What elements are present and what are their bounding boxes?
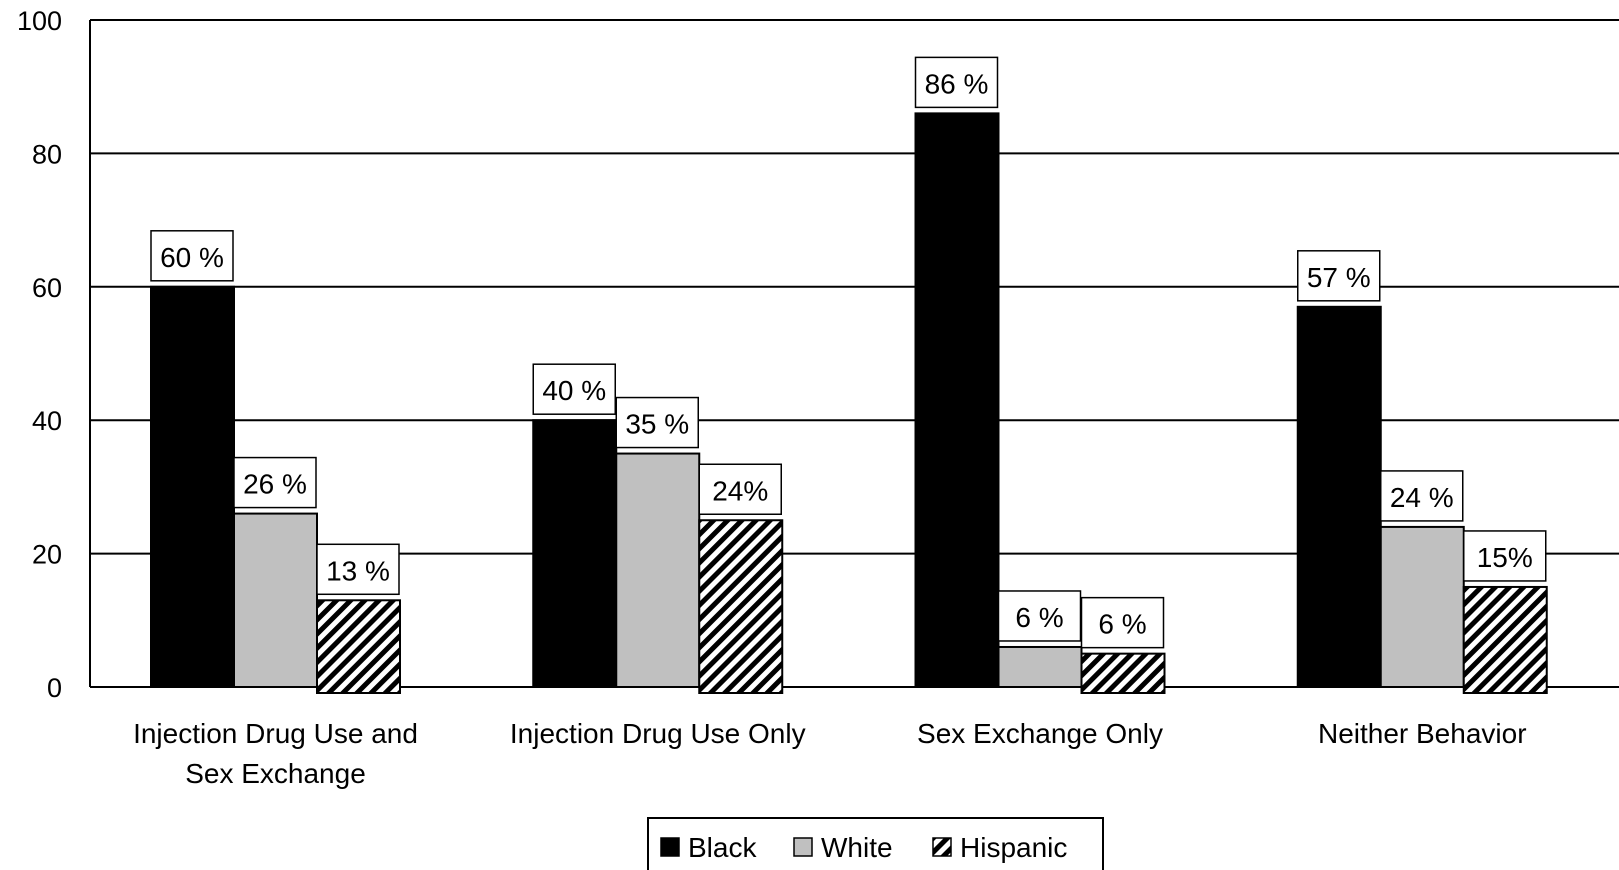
data-label: 35 % bbox=[615, 396, 699, 449]
bar-white bbox=[997, 645, 1083, 688]
data-label-text: 35 % bbox=[625, 409, 689, 440]
data-label-text: 24 % bbox=[1390, 482, 1454, 513]
data-label-box bbox=[997, 590, 1082, 642]
legend-swatch-hispanic bbox=[932, 837, 952, 857]
y-tick-label: 60 bbox=[32, 273, 62, 303]
y-tick-label: 80 bbox=[32, 139, 62, 169]
data-label: 24 % bbox=[1380, 470, 1464, 522]
data-label-box bbox=[698, 463, 782, 515]
legend-label-hispanic: Hispanic bbox=[960, 832, 1067, 863]
legend-swatch-white bbox=[793, 837, 813, 857]
x-tick-label: Injection Drug Use and bbox=[133, 718, 418, 749]
data-label-box bbox=[615, 396, 699, 449]
data-label-text: 6 % bbox=[1098, 609, 1146, 640]
legend-label-white: White bbox=[821, 832, 893, 863]
bar-black bbox=[914, 112, 1000, 688]
bar-hispanic bbox=[698, 519, 784, 694]
bar-white bbox=[615, 452, 701, 688]
y-axis-ticks: 0 20 40 60 80 100 bbox=[17, 6, 62, 703]
data-label-box bbox=[233, 456, 317, 509]
bar-hispanic bbox=[316, 599, 401, 694]
data-label-box bbox=[1297, 250, 1381, 302]
bar-white bbox=[1379, 525, 1465, 688]
data-label: 60 % bbox=[150, 230, 234, 282]
data-label-text: 40 % bbox=[542, 375, 606, 406]
data-label-box bbox=[316, 543, 400, 596]
data-label-box bbox=[1080, 596, 1165, 649]
data-label-text: 13 % bbox=[326, 555, 390, 586]
data-label-box bbox=[532, 363, 616, 415]
data-label: 24% bbox=[698, 463, 782, 515]
legend-swatch-black bbox=[660, 837, 680, 857]
data-label-text: 57 % bbox=[1307, 262, 1371, 293]
data-label: 57 % bbox=[1297, 250, 1381, 302]
data-label: 6 % bbox=[1080, 596, 1165, 649]
data-label: 40 % bbox=[532, 363, 616, 415]
bar-hispanic bbox=[1080, 652, 1166, 695]
x-tick-label: Injection Drug Use Only bbox=[510, 718, 806, 749]
legend: Black White Hispanic bbox=[647, 817, 1104, 870]
data-label-box bbox=[1380, 470, 1464, 522]
x-tick-label: Sex Exchange Only bbox=[917, 718, 1163, 749]
data-label-box bbox=[150, 230, 234, 282]
y-tick-label: 20 bbox=[32, 540, 62, 570]
bar-black bbox=[150, 285, 235, 688]
bar-black bbox=[1296, 305, 1382, 688]
y-tick-label: 100 bbox=[17, 6, 62, 36]
data-label-text: 24% bbox=[712, 475, 768, 506]
bars bbox=[150, 112, 1548, 695]
data-label: 86 % bbox=[914, 56, 999, 109]
data-labels: 60 % 40 % 86 % 57 % 26 % 35 % 6 % 24 % 13 % 24% 6 … bbox=[150, 56, 1547, 649]
y-tick-label: 0 bbox=[47, 673, 62, 703]
data-label: 13 % bbox=[316, 543, 400, 596]
x-tick-label: Neither Behavior bbox=[1318, 718, 1527, 749]
data-label: 15% bbox=[1463, 530, 1547, 582]
data-label-text: 15% bbox=[1477, 542, 1533, 573]
data-label-box bbox=[1463, 530, 1547, 582]
data-label-text: 86 % bbox=[925, 68, 989, 99]
bar-white bbox=[233, 512, 318, 689]
data-label-text: 6 % bbox=[1015, 602, 1063, 633]
data-label: 6 % bbox=[997, 590, 1082, 642]
data-label-text: 60 % bbox=[160, 242, 224, 273]
data-label-box bbox=[914, 56, 999, 109]
legend-box bbox=[647, 817, 1104, 870]
data-label: 26 % bbox=[233, 456, 317, 509]
bar-black bbox=[532, 419, 618, 688]
bar-hispanic bbox=[1462, 585, 1548, 695]
legend-label-black: Black bbox=[688, 832, 757, 863]
data-label-text: 26 % bbox=[243, 469, 307, 500]
x-axis: Injection Drug Use and Sex Exchange Inject… bbox=[133, 718, 1526, 789]
x-tick-label: Sex Exchange bbox=[185, 758, 366, 789]
y-tick-label: 40 bbox=[32, 406, 62, 436]
